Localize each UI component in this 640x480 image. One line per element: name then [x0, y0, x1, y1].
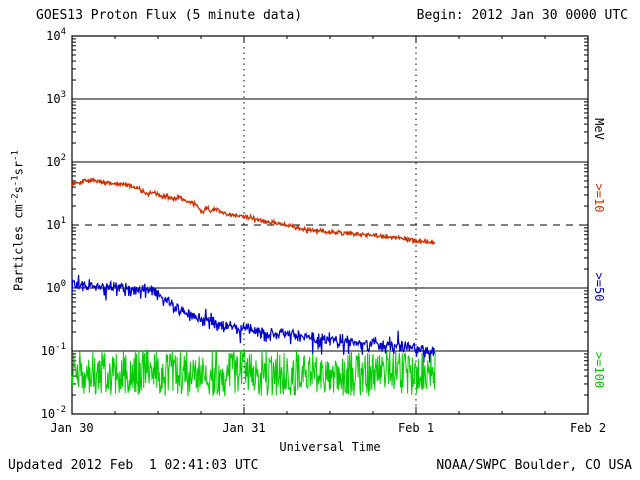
updated-timestamp: Updated 2012 Feb 1 02:41:03 UTC — [8, 458, 259, 473]
series-line-ge10 — [71, 176, 436, 246]
series-line-ge50 — [71, 274, 436, 363]
y-tick-label-1e2: 102 — [46, 153, 66, 169]
y-tick-label-1e4: 104 — [46, 27, 66, 43]
x-tick-label: Feb 1 — [398, 421, 434, 435]
x-tick-label: Jan 31 — [222, 421, 265, 435]
y-tick-label-1e-1: 10-1 — [41, 342, 66, 358]
right-axis-label-100: >=100 — [592, 352, 606, 389]
begin-time-label: Begin: 2012 Jan 30 0000 UTC — [416, 8, 628, 23]
x-tick-label: Feb 2 — [570, 421, 606, 435]
right-axis-label-MeV: MeV — [592, 117, 606, 140]
y-tick-label-1e3: 103 — [46, 90, 66, 106]
right-axis-label-10: >=10 — [592, 183, 606, 213]
x-axis-title: Universal Time — [279, 440, 381, 454]
right-axis-label-50: >=50 — [592, 272, 606, 302]
y-axis-title: Particles cm-2s-1sr-1 — [10, 150, 26, 291]
plot-frame — [71, 35, 589, 415]
series-line-ge100 — [71, 349, 436, 397]
credit-label: NOAA/SWPC Boulder, CO USA — [436, 458, 632, 473]
y-tick-label-1e-2: 10-2 — [41, 405, 66, 421]
y-tick-label-1e0: 100 — [46, 279, 66, 295]
x-tick-label: Jan 30 — [50, 421, 93, 435]
chart-title: GOES13 Proton Flux (5 minute data) — [36, 8, 303, 23]
y-tick-label-1e1: 101 — [46, 216, 66, 232]
